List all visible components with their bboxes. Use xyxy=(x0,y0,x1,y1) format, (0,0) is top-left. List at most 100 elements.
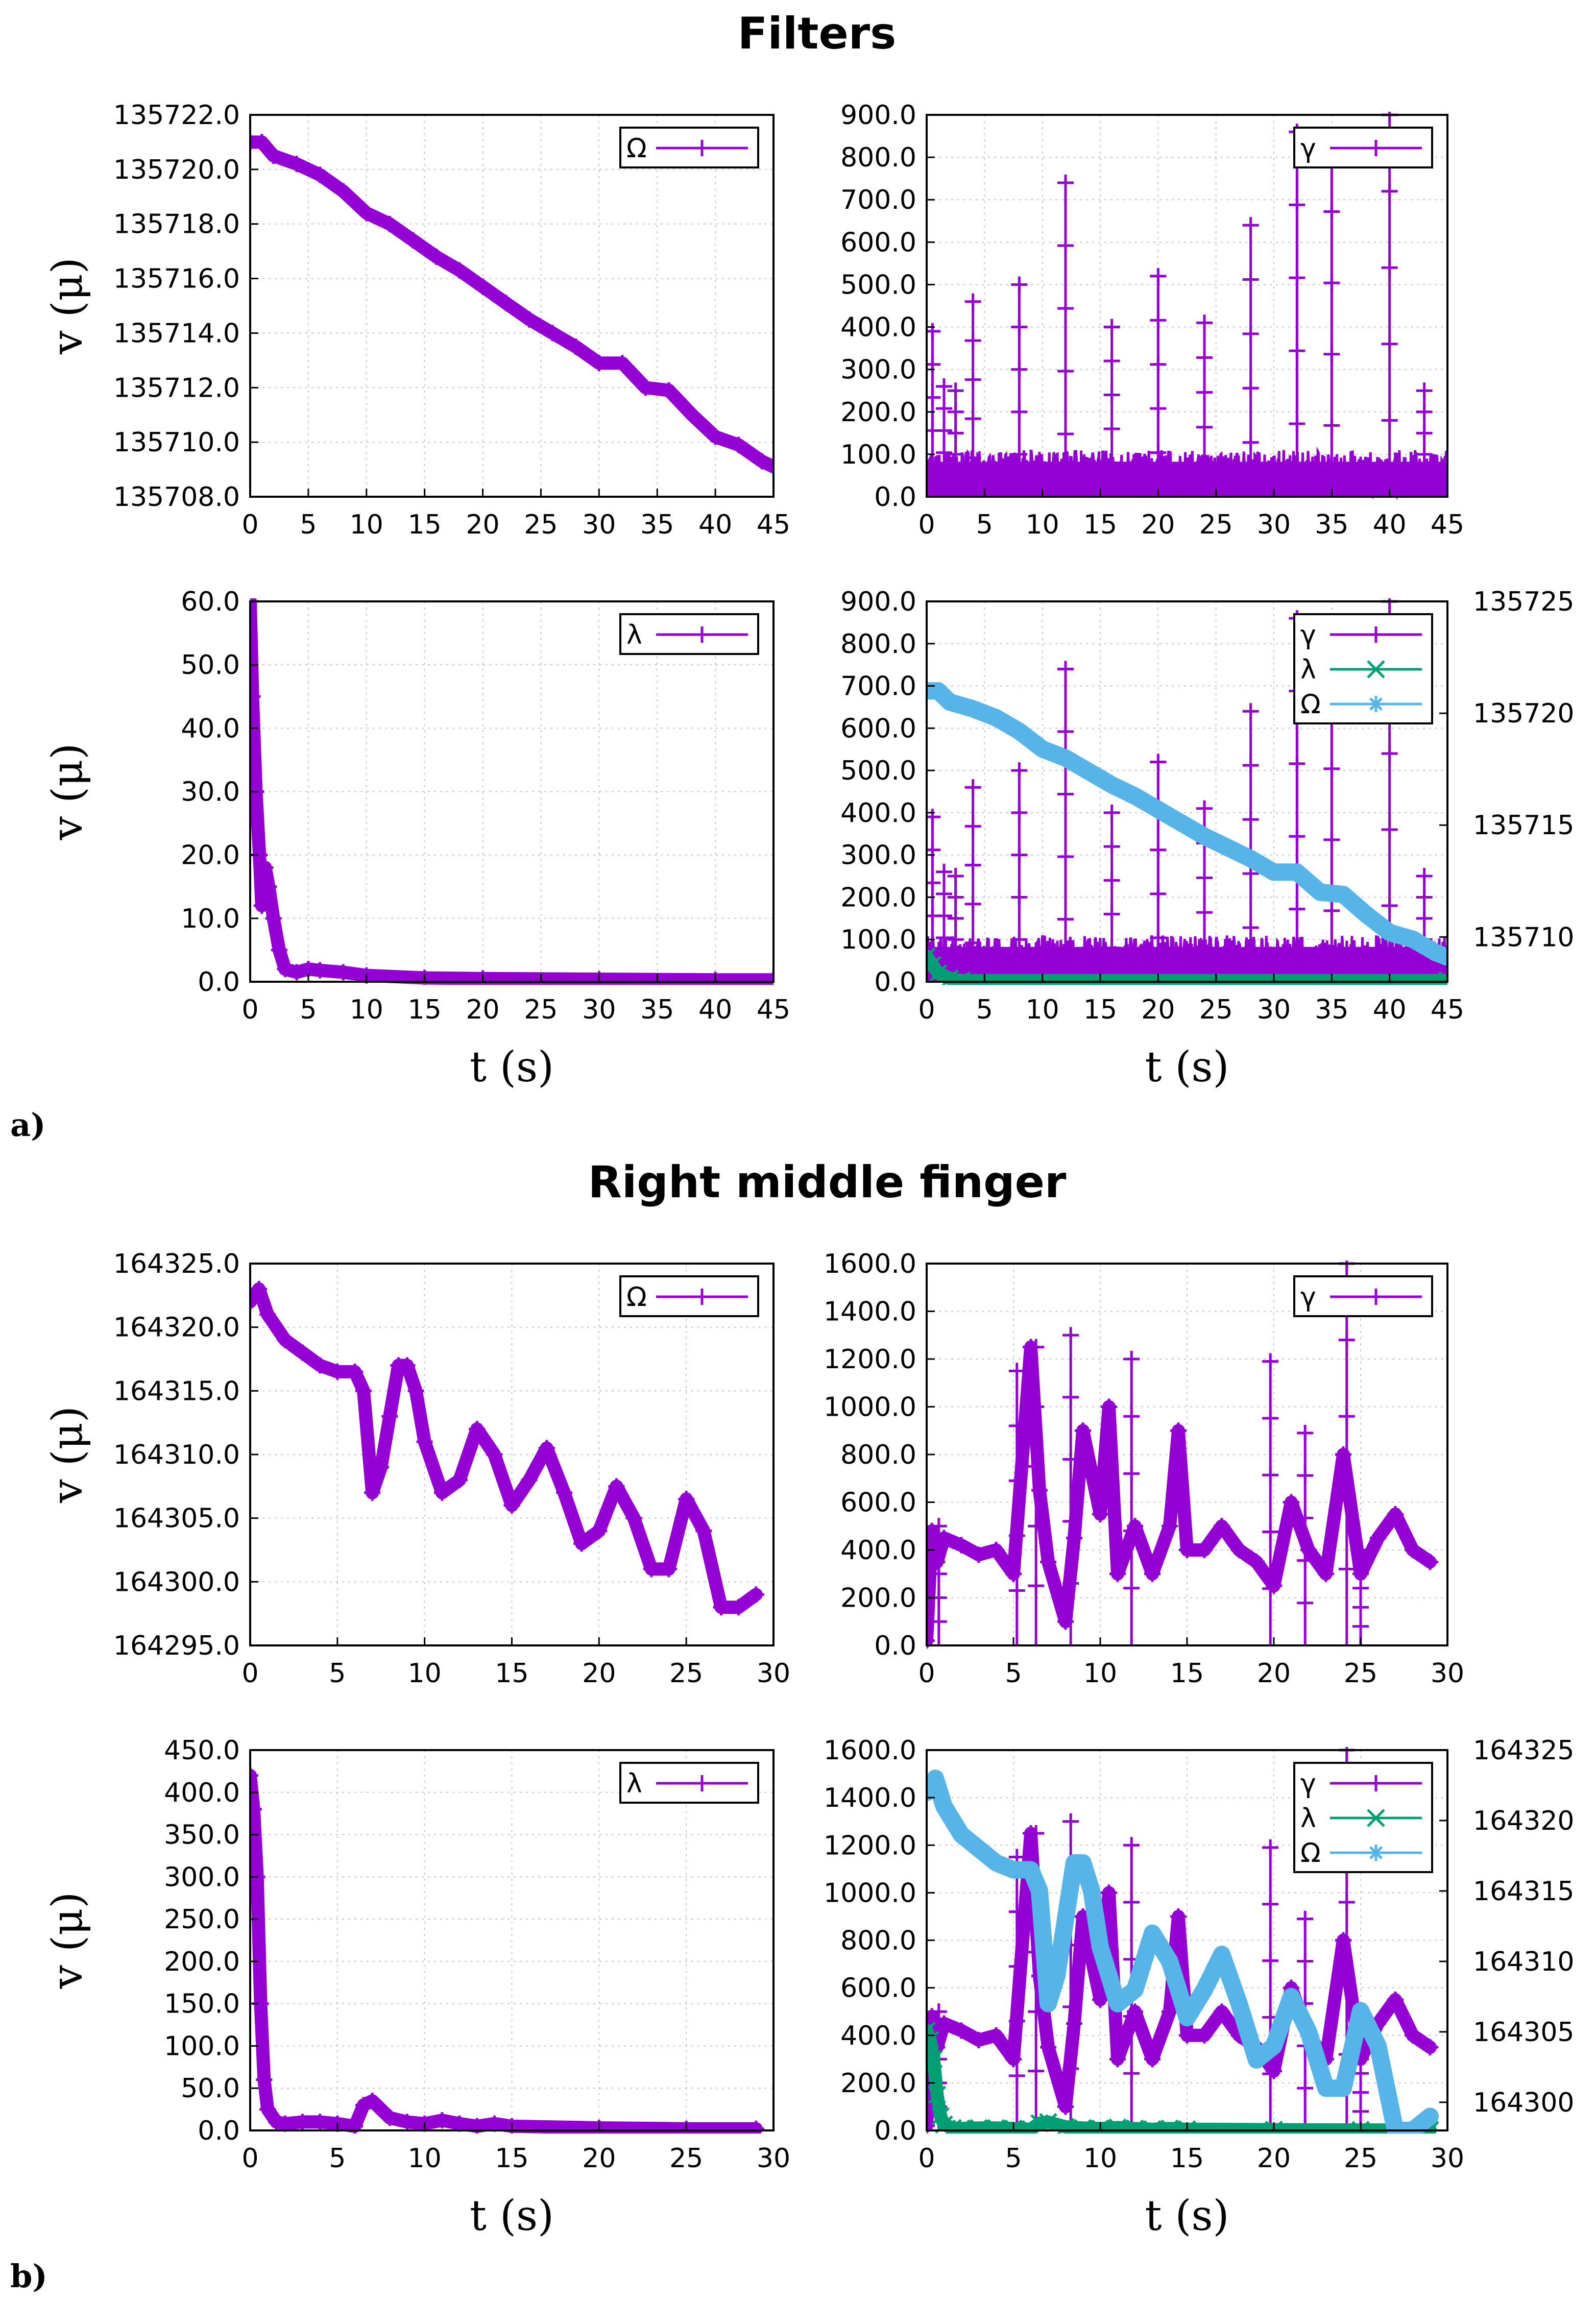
series-gamma-spike-marker xyxy=(1028,1339,1045,1355)
series-gamma-spike-marker xyxy=(1150,841,1167,858)
series-omega-point xyxy=(416,1434,433,1450)
series-gamma-spike-marker xyxy=(1011,276,1028,293)
series-gamma-spike-marker xyxy=(1103,804,1120,821)
series-gamma-spike-marker xyxy=(1196,453,1213,470)
series-gamma-spike-marker xyxy=(1057,723,1074,740)
series-gamma-spike-marker xyxy=(1196,904,1213,921)
series-lambda-line xyxy=(250,598,773,985)
series-omega-point xyxy=(1358,906,1375,923)
x-tick-label: 40 xyxy=(1373,995,1407,1025)
y-tick-label: 250.0 xyxy=(164,1904,240,1935)
series-lambda-point xyxy=(277,2115,294,2132)
y-tick-label: 164315.0 xyxy=(113,1376,240,1407)
y-tick-label: 350.0 xyxy=(164,1820,240,1851)
series-lambda-point xyxy=(265,910,282,927)
series-omega-point xyxy=(637,379,654,396)
series-gamma-spike-marker xyxy=(1242,919,1259,936)
x-tick-label: 25 xyxy=(524,995,558,1025)
series-omega xyxy=(250,1280,764,1616)
series-gamma-point xyxy=(953,1537,970,1554)
series-lambda-point xyxy=(277,961,294,978)
x-tick-label: 30 xyxy=(757,2143,790,2174)
y-tick-label: 10.0 xyxy=(181,904,240,934)
series-lambda-point xyxy=(294,2114,311,2130)
x-tick-label: 30 xyxy=(582,510,616,540)
y-tick-label: 164295.0 xyxy=(113,1631,240,1661)
x-tick-label: 30 xyxy=(1257,510,1291,540)
series-gamma-spike-marker xyxy=(1323,417,1340,434)
series-gamma-point xyxy=(1179,1542,1195,1558)
series-gamma-spike-marker xyxy=(1297,1594,1314,1611)
series-gamma-point xyxy=(1170,1908,1187,1925)
series-gamma-spike-marker xyxy=(947,467,964,484)
series-lambda-point xyxy=(257,859,274,876)
y2-tick-label: 135715 xyxy=(1473,810,1575,841)
series-gamma-spike-marker xyxy=(1103,939,1120,956)
series-gamma-spike-marker xyxy=(1297,1424,1314,1441)
series-gamma-spike-marker xyxy=(1262,1896,1279,1912)
series-omega-point xyxy=(1214,1946,1230,1963)
x-tick-label: 10 xyxy=(1026,510,1059,540)
series-gamma-point xyxy=(1031,1482,1048,1499)
series-gamma xyxy=(927,1260,1438,1649)
series-gamma-spike-marker xyxy=(1011,889,1028,906)
x-tick-label: 10 xyxy=(1026,995,1059,1025)
x-tick-label: 10 xyxy=(350,995,383,1025)
legend-label: γ xyxy=(1300,1768,1316,1799)
y-tick-label: 200.0 xyxy=(840,2068,916,2099)
y-tick-label: 164320.0 xyxy=(113,1313,240,1343)
y-tick-label: 200.0 xyxy=(164,1947,240,1977)
y-tick-label: 1400.0 xyxy=(824,1297,916,1327)
plot-frame xyxy=(926,114,1448,498)
series-lambda-point xyxy=(1056,2118,1075,2134)
legend-label: Ω xyxy=(626,133,647,164)
series-gamma-spike-marker xyxy=(1150,400,1167,417)
series-gamma-spike-marker xyxy=(1057,174,1074,191)
y-tick-label: 600.0 xyxy=(840,713,916,744)
legend: γλΩ xyxy=(1293,613,1433,724)
x-tick-label: 0 xyxy=(241,510,258,540)
series-gamma-spike-marker xyxy=(1196,314,1213,331)
series-gamma-spike-marker xyxy=(1242,757,1259,774)
y-tick-label: 0.0 xyxy=(198,967,240,998)
series-gamma-spike-marker xyxy=(1297,1467,1314,1484)
y2-tick-label: 164320 xyxy=(1473,1806,1575,1836)
series-gamma-spike-marker xyxy=(1381,898,1398,914)
series-lambda xyxy=(250,598,773,985)
series-omega-point xyxy=(930,683,947,699)
series-omega-line xyxy=(250,1282,763,1614)
series-omega-point xyxy=(373,1459,390,1475)
y-tick-label: 164300.0 xyxy=(113,1567,240,1597)
series-layer xyxy=(250,134,773,475)
series-omega-point xyxy=(1381,924,1398,941)
x-tick-label: 0 xyxy=(918,1658,935,1689)
series-omega-point xyxy=(678,1491,695,1508)
series-gamma-spike-marker xyxy=(1057,661,1074,677)
series-gamma-spike-marker xyxy=(964,293,981,310)
series-gamma-spike-marker xyxy=(1062,1327,1079,1344)
y-tick-label: 50.0 xyxy=(181,650,240,681)
series-gamma-spike-marker xyxy=(1062,1998,1079,2015)
series-gamma-spike-marker xyxy=(1289,416,1305,432)
series-gamma-spike-marker xyxy=(1262,1952,1279,1969)
x-tick-label: 20 xyxy=(1141,995,1175,1025)
series-omega-point xyxy=(1179,2009,1195,2026)
series-gamma-spike-marker xyxy=(1011,319,1028,335)
series-omega-point xyxy=(1144,1925,1160,1942)
series-lambda-point xyxy=(747,2120,764,2134)
series-omega-point xyxy=(730,437,747,453)
y-tick-label: 50.0 xyxy=(181,2073,240,2104)
series-lambda-point xyxy=(250,1801,262,1817)
series-gamma-spike-marker xyxy=(1008,2067,1025,2084)
series-gamma-spike-marker xyxy=(964,449,981,466)
series-gamma-spike-marker xyxy=(1123,1351,1140,1367)
series-gamma-point xyxy=(988,1542,1004,1558)
series-omega-point xyxy=(1300,2023,1317,2040)
y2-tick-label: 164310 xyxy=(1473,1947,1575,1977)
series-gamma-spike-marker xyxy=(936,929,952,946)
y-tick-label: 30.0 xyxy=(181,777,240,808)
series-omega-point xyxy=(927,1770,944,1787)
series-gamma-point xyxy=(1405,1542,1421,1558)
series-gamma-spike-marker xyxy=(1352,2103,1369,2120)
